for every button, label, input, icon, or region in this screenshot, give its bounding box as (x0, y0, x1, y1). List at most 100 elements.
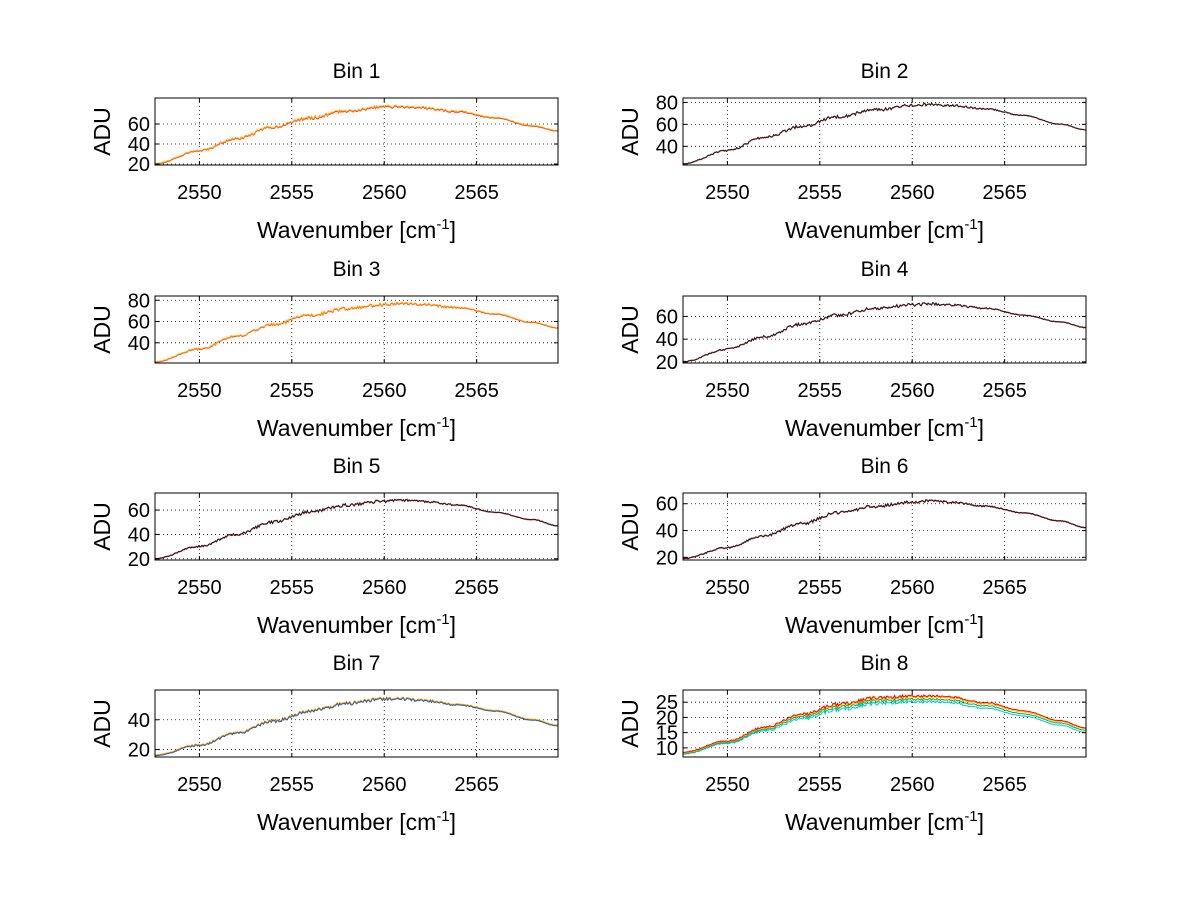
x-axis-label: Wavenumber [cm-1] (785, 216, 984, 243)
x-tick-label: 2550 (177, 380, 222, 402)
subplot-6: 2550 2555 2560 2565 20 40 60 Bin 6 Wavenumber [c… (617, 455, 1087, 638)
series-line-2 (683, 696, 1086, 755)
x-tick-label: 2565 (454, 774, 499, 796)
series-line-2 (155, 104, 558, 165)
y-tick-label: 60 (656, 494, 678, 516)
axes-background (683, 493, 1086, 560)
axes-background (155, 690, 558, 757)
y-axis-label: ADU (89, 502, 115, 551)
axes-frame (154, 97, 559, 166)
x-tick-label: 2550 (177, 182, 222, 204)
y-axis-label: ADU (617, 107, 643, 156)
axes-frame (154, 295, 559, 364)
axes-frame (682, 97, 1087, 166)
x-tick-label: 2560 (362, 380, 407, 402)
y-axis-label: ADU (617, 699, 643, 748)
y-axis-label: ADU (89, 699, 115, 748)
y-tick-label: 80 (128, 290, 150, 312)
y-tick-label: 80 (656, 92, 678, 114)
x-axis-label: Wavenumber [cm-1] (257, 808, 456, 835)
y-tick-label: 15 (656, 723, 678, 745)
x-tick-label: 2560 (890, 182, 935, 204)
x-tick-label: 2565 (982, 182, 1027, 204)
y-tick-label: 40 (128, 710, 150, 732)
y-tick-label: 40 (128, 134, 150, 156)
x-tick-label: 2550 (705, 774, 750, 796)
axes-background (155, 493, 558, 560)
x-tick-label: 2555 (270, 577, 315, 599)
axes-frame (154, 492, 559, 561)
x-tick-label: 2555 (798, 182, 843, 204)
y-tick-label: 20 (128, 154, 150, 176)
x-tick-label: 2550 (705, 380, 750, 402)
series-line-3 (155, 696, 558, 757)
x-tick-label: 2565 (454, 380, 499, 402)
x-tick-label: 2565 (982, 380, 1027, 402)
x-tick-label: 2560 (362, 182, 407, 204)
x-axis-label: Wavenumber [cm-1] (785, 808, 984, 835)
y-tick-label: 40 (128, 333, 150, 355)
x-tick-label: 2550 (177, 577, 222, 599)
series-line-2 (155, 498, 558, 560)
series-line-2 (155, 301, 558, 363)
axes-background (155, 98, 558, 165)
axes-frame (682, 295, 1087, 364)
x-tick-label: 2550 (705, 577, 750, 599)
y-axis-label: ADU (617, 502, 643, 551)
y-axis-label: ADU (617, 305, 643, 354)
y-tick-label: 40 (656, 521, 678, 543)
axes-frame (154, 689, 559, 758)
y-axis-label: ADU (89, 305, 115, 354)
subplot-title: Bin 7 (333, 652, 381, 675)
x-tick-label: 2565 (982, 577, 1027, 599)
x-tick-label: 2560 (890, 380, 935, 402)
x-axis-label: Wavenumber [cm-1] (785, 611, 984, 638)
axes-background (683, 690, 1086, 757)
x-axis-label: Wavenumber [cm-1] (257, 611, 456, 638)
y-tick-label: 10 (656, 738, 678, 760)
x-axis-label: Wavenumber [cm-1] (785, 414, 984, 441)
x-tick-label: 2565 (454, 182, 499, 204)
subplot-7: 2550 2555 2560 2565 20 40 Bin 7 Wavenumber [cm-… (89, 652, 559, 835)
x-tick-label: 2565 (454, 577, 499, 599)
y-tick-label: 60 (128, 312, 150, 334)
x-tick-label: 2565 (982, 774, 1027, 796)
x-tick-label: 2560 (362, 774, 407, 796)
axes-frame (682, 689, 1087, 758)
subplot-title: Bin 6 (861, 455, 909, 478)
y-tick-label: 60 (656, 306, 678, 328)
y-tick-label: 60 (656, 114, 678, 136)
subplot-title: Bin 1 (333, 60, 381, 83)
x-tick-label: 2560 (890, 774, 935, 796)
subplot-title: Bin 5 (333, 455, 381, 478)
y-tick-label: 60 (128, 500, 150, 522)
series-line-2 (683, 301, 1086, 363)
y-tick-label: 20 (656, 547, 678, 569)
series-line-2 (683, 498, 1086, 559)
x-tick-label: 2555 (270, 774, 315, 796)
axes-background (155, 296, 558, 363)
x-tick-label: 2555 (798, 774, 843, 796)
y-tick-label: 20 (656, 707, 678, 729)
y-tick-label: 20 (128, 549, 150, 571)
subplot-title: Bin 8 (861, 652, 909, 675)
x-axis-label: Wavenumber [cm-1] (257, 414, 456, 441)
x-axis-label: Wavenumber [cm-1] (257, 216, 456, 243)
x-tick-label: 2555 (270, 182, 315, 204)
x-tick-label: 2560 (362, 577, 407, 599)
y-tick-label: 40 (656, 329, 678, 351)
y-tick-label: 40 (656, 136, 678, 158)
x-tick-label: 2550 (705, 182, 750, 204)
series-line-2 (683, 102, 1086, 165)
series-line-4 (683, 693, 1086, 753)
y-tick-label: 20 (656, 352, 678, 374)
y-tick-label: 60 (128, 114, 150, 136)
series-line-1 (683, 699, 1086, 755)
y-tick-label: 20 (128, 740, 150, 762)
